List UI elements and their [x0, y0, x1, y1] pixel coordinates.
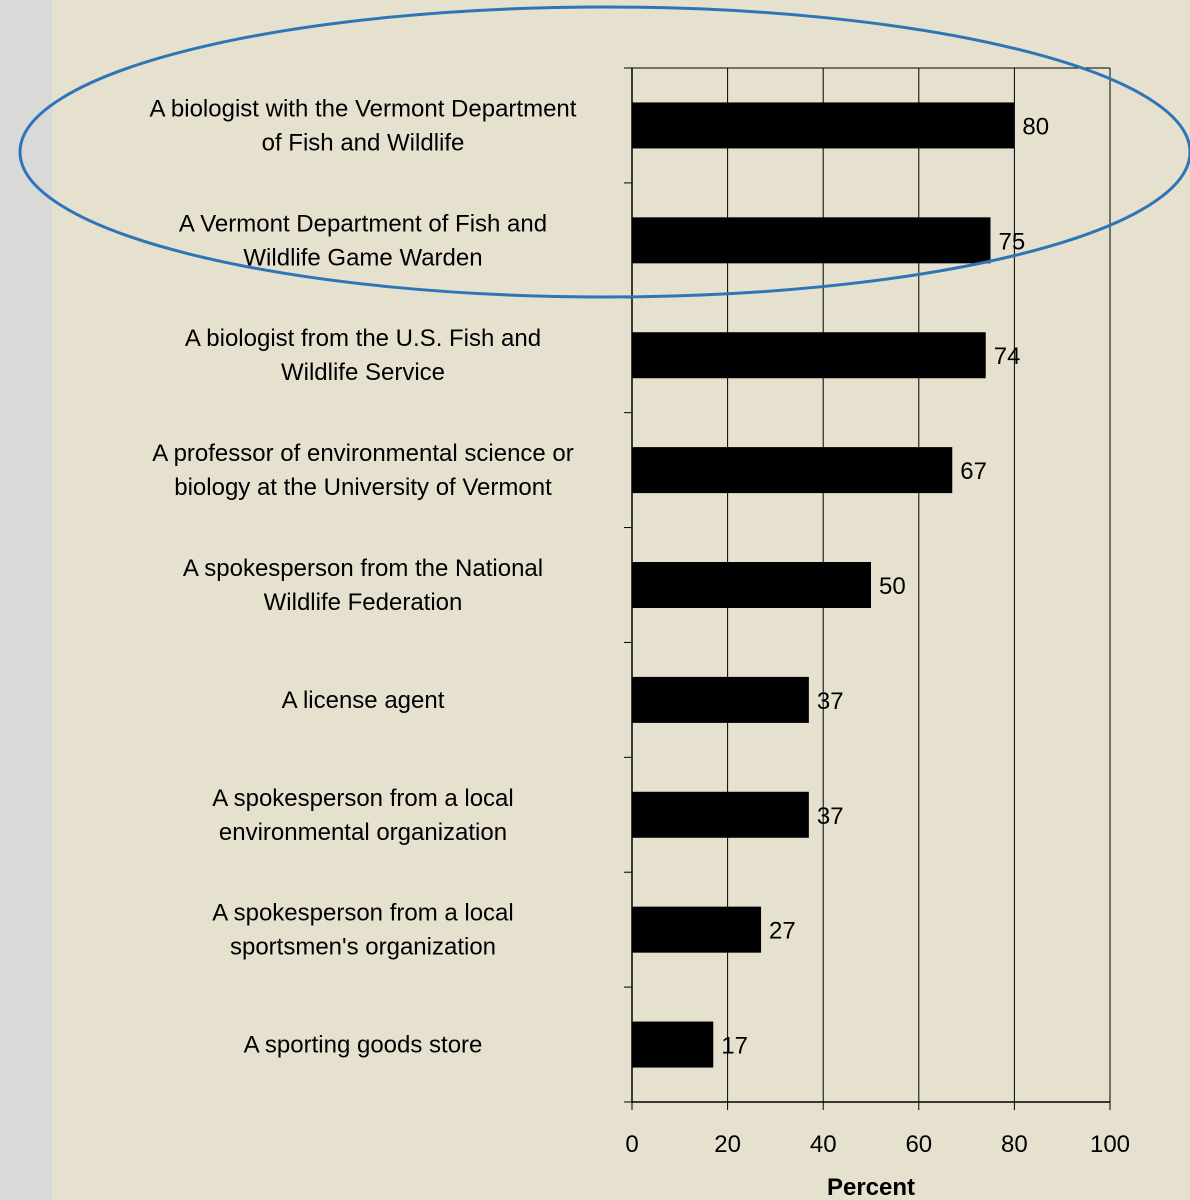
category-label-line: A sporting goods store	[244, 1032, 483, 1059]
bar-value-label: 17	[721, 1033, 748, 1060]
category-label: A Vermont Department of Fish and Wildlife…	[179, 210, 547, 271]
bar-value-label: 74	[994, 343, 1021, 370]
category-label-line: environmental organization	[219, 819, 507, 846]
category-label-line: A spokesperson from a local	[212, 785, 514, 812]
category-label-line: Wildlife Service	[281, 359, 445, 386]
category-label: A sporting goods store	[244, 1032, 483, 1059]
category-label-line: A professor of environmental science or	[152, 440, 574, 467]
x-tick-label: 100	[1090, 1131, 1130, 1158]
bar	[632, 906, 762, 953]
x-tick-label: 60	[905, 1131, 932, 1158]
category-label-line: A biologist with the Vermont Department	[150, 95, 577, 122]
category-label: A biologist with the Vermont Department o…	[150, 95, 577, 156]
category-label-line: sportsmen's organization	[230, 934, 496, 961]
bar	[632, 791, 809, 838]
x-tick-label: 20	[714, 1131, 741, 1158]
bar	[632, 562, 871, 608]
bar	[632, 447, 953, 494]
category-label: A spokesperson from a local sportsmen's o…	[212, 900, 514, 961]
bar-value-label: 37	[817, 803, 844, 830]
bar	[632, 332, 986, 379]
left-strip	[0, 0, 52, 1200]
bar	[632, 102, 1015, 149]
category-label-line: Wildlife Federation	[264, 589, 463, 616]
bar-value-label: 80	[1022, 113, 1049, 140]
bar	[632, 217, 991, 264]
category-label: A spokesperson from the National Wildlife…	[183, 555, 543, 616]
x-tick-label: 80	[1001, 1131, 1028, 1158]
category-label: A license agent	[282, 687, 445, 714]
category-label-line: Wildlife Game Warden	[243, 244, 482, 271]
bar	[632, 676, 809, 723]
bar-value-label: 50	[879, 573, 906, 600]
x-tick-label: 40	[810, 1131, 837, 1158]
highlight-ellipse	[18, 5, 1190, 299]
category-label-line: A spokesperson from the National	[183, 555, 543, 582]
bar-value-label: 37	[817, 688, 844, 715]
bar-value-label: 75	[999, 228, 1026, 255]
category-label-line: biology at the University of Vermont	[174, 474, 552, 501]
category-label: A spokesperson from a local environmental…	[212, 785, 514, 846]
category-label: A biologist from the U.S. Fish and Wildli…	[185, 325, 541, 386]
category-label-line: of Fish and Wildlife	[262, 129, 465, 156]
category-label-line: A biologist from the U.S. Fish and	[185, 325, 541, 352]
x-tick-label: 0	[625, 1131, 638, 1158]
bar-value-label: 27	[769, 918, 796, 945]
bar	[632, 1021, 714, 1068]
x-axis-title: Percent	[827, 1174, 915, 1200]
category-label-line: A spokesperson from a local	[212, 900, 514, 927]
category-label-line: A license agent	[282, 687, 445, 714]
category-label-line: A Vermont Department of Fish and	[179, 210, 547, 237]
bar-value-label: 67	[960, 458, 987, 485]
category-label: A professor of environmental science or b…	[152, 440, 574, 501]
